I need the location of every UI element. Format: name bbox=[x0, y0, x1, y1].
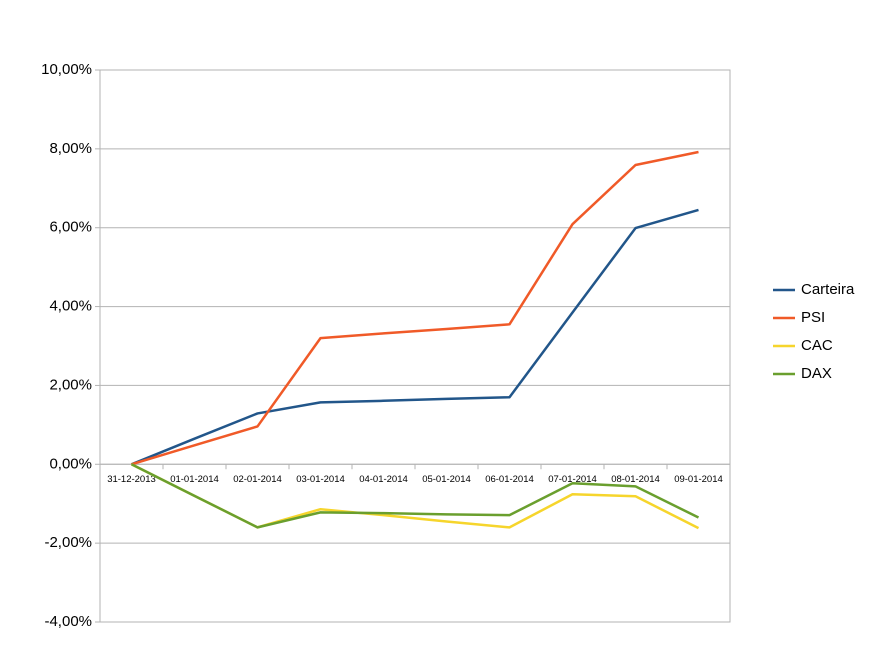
legend-label: PSI bbox=[801, 309, 825, 326]
y-tick-label: 10,00% bbox=[41, 61, 92, 78]
x-tick-label: 07-01-2014 bbox=[548, 474, 597, 485]
legend-label: DAX bbox=[801, 365, 832, 382]
y-tick-label: 2,00% bbox=[49, 376, 92, 393]
y-tick-label: 0,00% bbox=[49, 455, 92, 472]
y-tick-label: -4,00% bbox=[44, 613, 92, 630]
x-tick-label: 04-01-2014 bbox=[359, 474, 408, 485]
y-tick-label: 4,00% bbox=[49, 298, 92, 315]
plot-border bbox=[99, 69, 731, 623]
y-tick-label: -2,00% bbox=[44, 534, 92, 551]
y-tick-label: 8,00% bbox=[49, 140, 92, 157]
x-tick-label: 31-12-2013 bbox=[107, 474, 156, 485]
series-line bbox=[131, 208, 699, 466]
legend-label: Carteira bbox=[801, 281, 855, 298]
legend-label: CAC bbox=[801, 337, 833, 354]
x-tick-label: 09-01-2014 bbox=[674, 474, 723, 485]
series-line bbox=[130, 463, 700, 529]
x-tick-label: 08-01-2014 bbox=[611, 474, 660, 485]
y-tick-label: 6,00% bbox=[49, 219, 92, 236]
x-tick-label: 03-01-2014 bbox=[296, 474, 345, 485]
x-tick-label: 01-01-2014 bbox=[170, 474, 219, 485]
series-line bbox=[131, 150, 699, 466]
x-tick-label: 06-01-2014 bbox=[485, 474, 534, 485]
x-tick-label: 02-01-2014 bbox=[233, 474, 282, 485]
x-tick-label: 05-01-2014 bbox=[422, 474, 471, 485]
